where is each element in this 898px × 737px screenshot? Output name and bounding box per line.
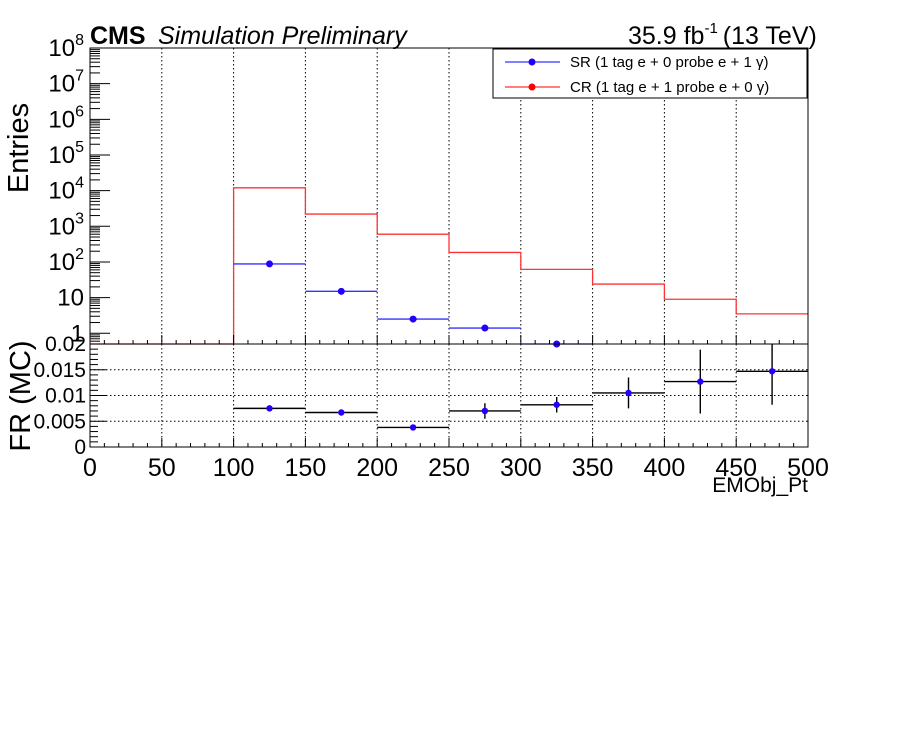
sr-point bbox=[409, 315, 417, 323]
x-tick-label: 450 bbox=[715, 454, 757, 482]
ratio-point bbox=[553, 401, 560, 408]
lower-y-tick-label: 0.015 bbox=[33, 359, 86, 382]
x-tick-label: 500 bbox=[787, 454, 829, 482]
x-tick-label: 250 bbox=[428, 454, 470, 482]
x-tick-label: 300 bbox=[500, 454, 542, 482]
energy-label: (13 TeV) bbox=[723, 22, 817, 50]
lower-y-tick-label: 0 bbox=[74, 436, 86, 459]
upper-y-tick-label: 106 bbox=[48, 103, 84, 133]
legend-sr-label: SR (1 tag e + 0 probe e + 1 γ) bbox=[570, 54, 768, 71]
ratio-point bbox=[625, 389, 632, 397]
lower-y-axis-title: FR (MC) bbox=[5, 340, 37, 451]
x-tick-label: 100 bbox=[213, 454, 255, 482]
upper-y-tick-base: 10 bbox=[48, 142, 75, 169]
lower-data bbox=[233, 344, 808, 431]
sr-point bbox=[481, 324, 489, 332]
x-tick-label: 0 bbox=[83, 454, 97, 482]
lower-y-tick-label: 0.01 bbox=[45, 385, 86, 408]
x-tick-label: 150 bbox=[285, 454, 327, 482]
upper-y-tick-exponent: 3 bbox=[75, 210, 84, 227]
upper-y-tick-label: 105 bbox=[48, 139, 84, 169]
legend-sr-marker bbox=[528, 58, 536, 66]
lower-y-tick-label: 0.005 bbox=[33, 410, 86, 433]
lumi-value: 35.9 fb bbox=[628, 22, 704, 50]
lower-y-tick-label: 0.02 bbox=[45, 333, 86, 356]
upper-y-tick-base: 10 bbox=[48, 71, 75, 98]
sr-point bbox=[337, 287, 345, 295]
upper-y-tick-base: 10 bbox=[48, 249, 75, 276]
upper-y-tick-exponent: 4 bbox=[75, 175, 84, 192]
ratio-point bbox=[409, 424, 417, 431]
simulation-preliminary-label: Simulation Preliminary bbox=[158, 22, 408, 50]
cr-histogram-step bbox=[90, 187, 808, 345]
x-axis-title: EMObj_Pt bbox=[712, 474, 808, 497]
x-tick-label: 350 bbox=[572, 454, 614, 482]
ratio-point bbox=[481, 407, 489, 415]
lower-grid bbox=[90, 344, 808, 447]
ratio-point bbox=[338, 409, 345, 416]
upper-y-tick-label: 103 bbox=[48, 210, 84, 240]
x-tick-label: 200 bbox=[356, 454, 398, 482]
upper-y-tick-exponent: 6 bbox=[75, 103, 84, 120]
upper-y-tick-exponent: 5 bbox=[75, 139, 84, 156]
upper-y-tick-label: 104 bbox=[48, 175, 84, 205]
upper-y-axis-title: Entries bbox=[3, 103, 35, 193]
upper-y-tick-exponent: 2 bbox=[75, 246, 84, 263]
legend: SR (1 tag e + 0 probe e + 1 γ) CR (1 tag… bbox=[492, 48, 808, 99]
upper-y-tick-label: 10 bbox=[57, 285, 84, 312]
lumi-exponent: -1 bbox=[704, 20, 717, 37]
x-tick-label: 400 bbox=[644, 454, 686, 482]
upper-y-tick-label: 102 bbox=[48, 246, 84, 276]
upper-y-tick-exponent: 8 bbox=[75, 32, 84, 49]
lumi-label: 35.9 fb-1 (13 TeV) bbox=[628, 20, 817, 50]
upper-y-tick-base: 10 bbox=[48, 213, 75, 240]
upper-data bbox=[90, 187, 808, 348]
upper-y-tick-label: 1 bbox=[71, 320, 84, 347]
upper-y-tick-label: 107 bbox=[48, 68, 84, 98]
x-tick-label: 50 bbox=[148, 454, 176, 482]
ratio-point bbox=[697, 378, 704, 385]
upper-y-tick-base: 10 bbox=[48, 178, 75, 205]
upper-y-tick-exponent: 7 bbox=[75, 68, 84, 85]
ratio-point bbox=[266, 405, 273, 412]
upper-y-tick-base: 10 bbox=[48, 106, 75, 133]
legend-cr-label: CR (1 tag e + 1 probe e + 0 γ) bbox=[570, 79, 769, 96]
ratio-point bbox=[768, 368, 776, 375]
legend-cr-marker bbox=[528, 83, 536, 91]
cms-label: CMS bbox=[90, 22, 146, 50]
upper-y-tick-label: 108 bbox=[48, 32, 84, 62]
upper-y-tick-base: 10 bbox=[48, 35, 75, 62]
legend-box bbox=[492, 48, 808, 99]
sr-point bbox=[266, 260, 273, 268]
